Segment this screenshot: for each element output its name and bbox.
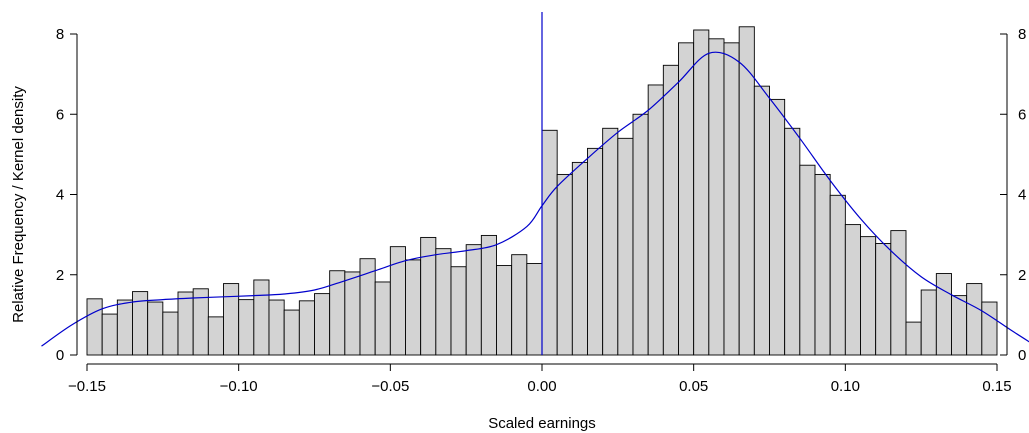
x-axis-title: Scaled earnings [488, 415, 596, 432]
y-tick-label: 6 [56, 106, 64, 123]
histogram-bar [723, 42, 740, 356]
histogram-bar [344, 271, 361, 356]
histogram-bar [177, 291, 194, 356]
y-tick-label: 8 [56, 26, 64, 43]
histogram-bar [602, 127, 619, 356]
histogram-bar [101, 313, 118, 356]
histogram-bar [207, 316, 224, 356]
histogram-bar [86, 298, 103, 356]
histogram-bar [935, 273, 952, 356]
histogram-bar [966, 283, 983, 356]
histogram-bar [435, 248, 452, 356]
histogram-bar [632, 113, 649, 356]
histogram-bar [814, 173, 831, 356]
histogram-bar [890, 230, 907, 356]
histogram-bar [192, 288, 209, 356]
histogram-bar [860, 236, 877, 356]
y-tick-label: 4 [56, 187, 64, 204]
right-y-tick-label: 4 [1018, 187, 1026, 204]
histogram-bar [829, 194, 846, 356]
histogram-bar [662, 64, 679, 356]
right-y-tick-label: 8 [1018, 26, 1026, 43]
histogram-bar [162, 311, 179, 356]
histogram-bar [314, 293, 331, 356]
histogram-bar [496, 265, 513, 356]
histogram-bar [268, 299, 285, 356]
histogram-bar [920, 289, 937, 356]
x-tick-label: 0.10 [831, 378, 860, 395]
histogram-bar [465, 244, 482, 356]
histogram-bar [784, 127, 801, 356]
right-y-axis: 0 2 4 6 8 [1000, 26, 1026, 364]
x-tick-label: 0.05 [679, 378, 708, 395]
right-y-tick-label: 2 [1018, 267, 1026, 284]
y-axis-title: Relative Frequency / Kernel density [10, 86, 27, 323]
histogram-bar [708, 38, 725, 356]
histogram-bar [981, 301, 998, 356]
y-tick-label: 0 [56, 347, 64, 364]
histogram-bar [405, 259, 422, 356]
histogram-bar [480, 234, 497, 356]
histogram-bar [450, 266, 467, 356]
histogram-bar [693, 29, 710, 356]
x-tick-label: 0.00 [527, 378, 556, 395]
histogram-bar [571, 161, 588, 356]
right-y-tick-label: 0 [1018, 347, 1026, 364]
histogram-bar [647, 84, 664, 356]
histogram-bar [298, 300, 315, 356]
histogram-bars [86, 26, 998, 356]
histogram-bar [541, 129, 558, 356]
x-tick-label: −0.15 [68, 378, 106, 395]
histogram-bar [617, 137, 634, 356]
histogram-bar [799, 164, 816, 356]
histogram-bar [253, 279, 270, 356]
x-tick-label: −0.05 [371, 378, 409, 395]
histogram-bar [238, 299, 255, 356]
histogram-bar [526, 263, 543, 356]
histogram-bar [223, 283, 240, 356]
histogram-bar [147, 301, 164, 356]
x-axis: −0.15 −0.10 −0.05 0.00 0.05 0.10 0.15 [68, 363, 1012, 395]
histogram-bar [753, 85, 770, 356]
histogram-bar [556, 173, 573, 356]
histogram-bar [769, 98, 786, 356]
histogram-bar [116, 299, 133, 356]
histogram-bar [951, 295, 968, 356]
y-tick-label: 2 [56, 267, 64, 284]
x-tick-label: −0.10 [220, 378, 258, 395]
histogram-bar [875, 242, 892, 356]
y-axis: 0 2 4 6 8 [56, 26, 78, 364]
histogram-bar [678, 42, 695, 356]
histogram-bar [283, 309, 300, 356]
histogram-bar [844, 224, 861, 356]
histogram-bar [905, 321, 922, 356]
histogram-bar [374, 281, 391, 356]
right-y-tick-label: 6 [1018, 106, 1026, 123]
histogram-bar [587, 147, 604, 356]
x-tick-label: 0.15 [982, 378, 1011, 395]
histogram-bar [511, 254, 528, 356]
